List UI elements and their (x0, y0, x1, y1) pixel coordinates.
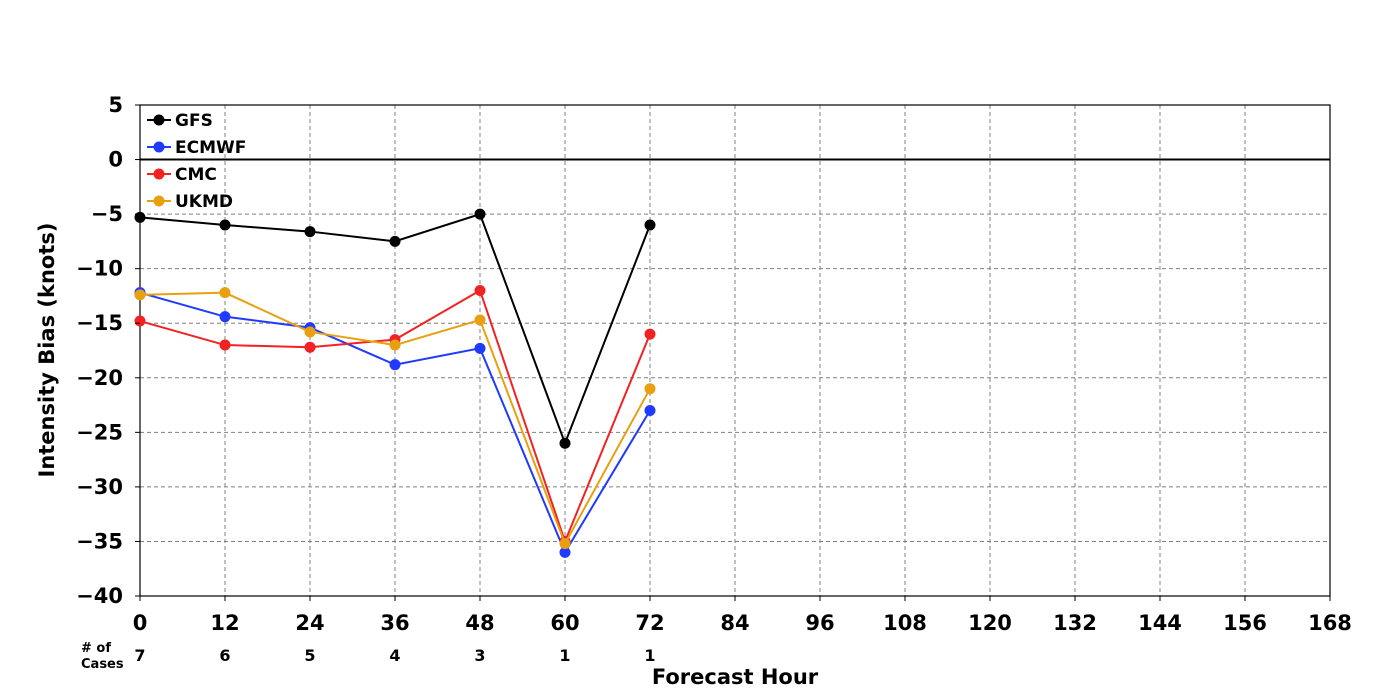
data-point (559, 546, 571, 558)
data-point (389, 235, 401, 247)
data-point (559, 538, 571, 550)
cases-value: 1 (644, 646, 655, 665)
series-ukmd (134, 287, 656, 550)
y-tick-label: −10 (76, 257, 123, 281)
cases-value: 5 (304, 646, 315, 665)
data-point (474, 342, 486, 354)
legend-item-cmc: CMC (147, 165, 217, 185)
x-tick-label: 108 (883, 611, 927, 635)
legend-item-ukmd: UKMD (147, 192, 233, 212)
data-point (474, 284, 486, 296)
data-point (644, 219, 656, 231)
y-tick-label: −35 (76, 529, 123, 553)
y-tick-label: −15 (76, 311, 123, 335)
legend-swatch-marker (153, 141, 165, 153)
data-point (559, 437, 571, 449)
y-tick-label: −5 (91, 202, 123, 226)
x-tick-label: 0 (133, 611, 148, 635)
data-point (134, 289, 146, 301)
data-point (219, 311, 231, 323)
cases-value: 3 (474, 646, 485, 665)
data-point (134, 315, 146, 327)
data-point (474, 314, 486, 326)
data-point (219, 287, 231, 299)
y-tick-label: 0 (108, 148, 123, 172)
data-point (134, 211, 146, 223)
cases-label-line2: Cases (81, 657, 124, 672)
x-tick-label: 120 (968, 611, 1012, 635)
y-tick-label: −25 (76, 420, 123, 444)
series-gfs (134, 208, 656, 449)
series-lines (134, 208, 656, 558)
legend-label: ECMWF (175, 138, 246, 158)
legend-item-gfs: GFS (147, 111, 213, 131)
legend: GFS ECMWF CMC UKMD (147, 111, 246, 212)
data-point (644, 328, 656, 340)
x-tick-label: 48 (465, 611, 494, 635)
legend-label: CMC (175, 165, 217, 185)
grid (140, 105, 1330, 596)
legend-label: UKMD (175, 192, 233, 212)
x-tick-label: 168 (1308, 611, 1352, 635)
legend-item-ecmwf: ECMWF (147, 138, 246, 158)
data-point (389, 339, 401, 351)
data-point (304, 226, 316, 238)
data-point (644, 405, 656, 417)
y-tick-label: −40 (76, 584, 123, 608)
legend-swatch-marker (153, 168, 165, 180)
y-tick-label: 5 (108, 93, 123, 117)
data-point (219, 219, 231, 231)
cases-value: 1 (559, 646, 570, 665)
y-axis-title: Intensity Bias (knots) (35, 223, 59, 478)
x-axis-title: Forecast Hour (652, 665, 819, 689)
x-tick-label: 24 (295, 611, 324, 635)
cases-label-line1: # of (81, 641, 111, 656)
data-point (304, 341, 316, 353)
data-point (219, 339, 231, 351)
x-tick-label: 156 (1223, 611, 1267, 635)
x-tick-labels: 0 12 24 36 48 60 72 84 96 108 120 132 144 156 168 (133, 596, 1352, 635)
data-point (474, 208, 486, 220)
legend-swatch-marker (153, 195, 165, 207)
x-tick-label: 96 (805, 611, 834, 635)
y-tick-label: −30 (76, 475, 123, 499)
cases-value: 4 (389, 646, 400, 665)
legend-swatch-marker (153, 114, 165, 126)
x-tick-label: 60 (550, 611, 579, 635)
x-tick-label: 84 (720, 611, 749, 635)
x-tick-label: 12 (210, 611, 239, 635)
x-tick-label: 132 (1053, 611, 1097, 635)
y-tick-label: −20 (76, 366, 123, 390)
x-tick-label: 144 (1138, 611, 1182, 635)
data-point (389, 359, 401, 371)
x-tick-label: 72 (635, 611, 664, 635)
cases-row: # of Cases 7 6 5 4 3 1 1 (81, 641, 656, 672)
x-tick-label: 36 (380, 611, 409, 635)
y-tick-labels: 5 0 −5 −10 −15 −20 −25 −30 −35 −40 (76, 93, 140, 608)
legend-label: GFS (175, 111, 213, 131)
data-point (644, 383, 656, 395)
cases-value: 7 (134, 646, 145, 665)
cases-value: 6 (219, 646, 230, 665)
data-point (304, 326, 316, 338)
